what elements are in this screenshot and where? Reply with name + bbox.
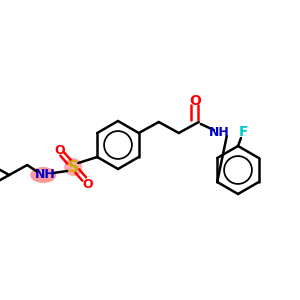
Text: O: O [189,94,201,108]
Text: F: F [238,125,248,139]
Circle shape [64,158,82,176]
Text: O: O [54,143,64,157]
Text: S: S [68,160,79,175]
Ellipse shape [30,167,56,183]
Text: O: O [82,178,92,191]
Text: NH: NH [208,127,229,140]
Text: NH: NH [35,169,56,182]
